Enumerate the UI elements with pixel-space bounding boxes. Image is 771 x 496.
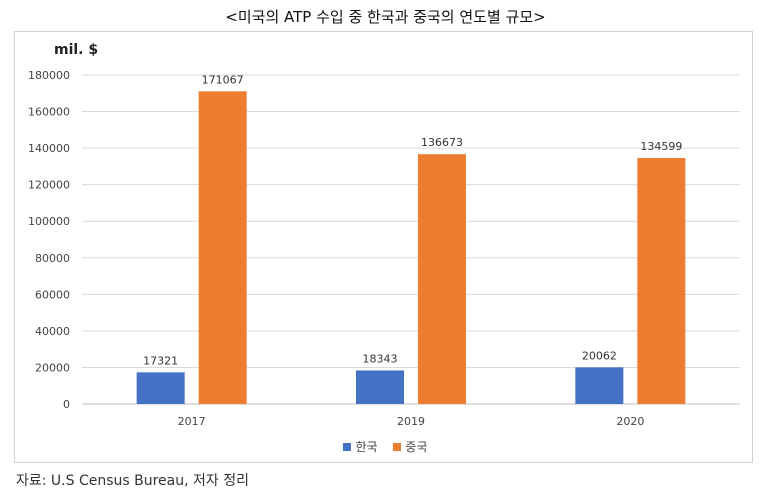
y-tick-label: 20000 [35, 361, 70, 374]
legend-item-china: 중국 [393, 438, 428, 455]
x-tick-label: 2019 [397, 415, 425, 428]
y-tick-label: 40000 [35, 325, 70, 338]
x-tick-label: 2020 [616, 415, 644, 428]
bar-china [637, 157, 686, 404]
y-tick-label: 160000 [28, 106, 70, 119]
data-label: 134599 [640, 140, 682, 153]
y-tick-label: 100000 [28, 215, 70, 228]
legend-item-korea: 한국 [343, 438, 378, 455]
y-tick-label: 0 [63, 398, 70, 411]
y-tick-label: 60000 [35, 288, 70, 301]
bar-china [418, 154, 466, 404]
y-unit-label: mil. $ [54, 42, 99, 58]
source-note: 자료: U.S Census Bureau, 저자 정리 [16, 473, 249, 489]
bar-korea [575, 367, 624, 404]
data-label: 171067 [202, 73, 244, 86]
x-tick-label: 2017 [178, 415, 206, 428]
data-label: 136673 [421, 136, 463, 149]
chart-title: <미국의 ATP 수입 중 한국과 중국의 연도별 규모> [225, 8, 546, 26]
legend-label-korea: 한국 [355, 440, 378, 454]
y-tick-label: 140000 [28, 142, 70, 155]
legend-swatch-korea [343, 442, 352, 451]
data-label: 20062 [582, 349, 617, 362]
bar-china [198, 91, 247, 404]
bar-korea [136, 372, 185, 404]
data-label: 18343 [363, 352, 398, 365]
y-tick-label: 80000 [35, 252, 70, 265]
legend-swatch-china [393, 442, 402, 451]
y-tick-label: 120000 [28, 179, 70, 192]
data-label: 17321 [143, 354, 178, 367]
legend-label-china: 중국 [405, 440, 428, 454]
legend: 한국 중국 [0, 438, 771, 455]
bar-korea [356, 370, 404, 404]
y-tick-label: 180000 [28, 69, 70, 82]
